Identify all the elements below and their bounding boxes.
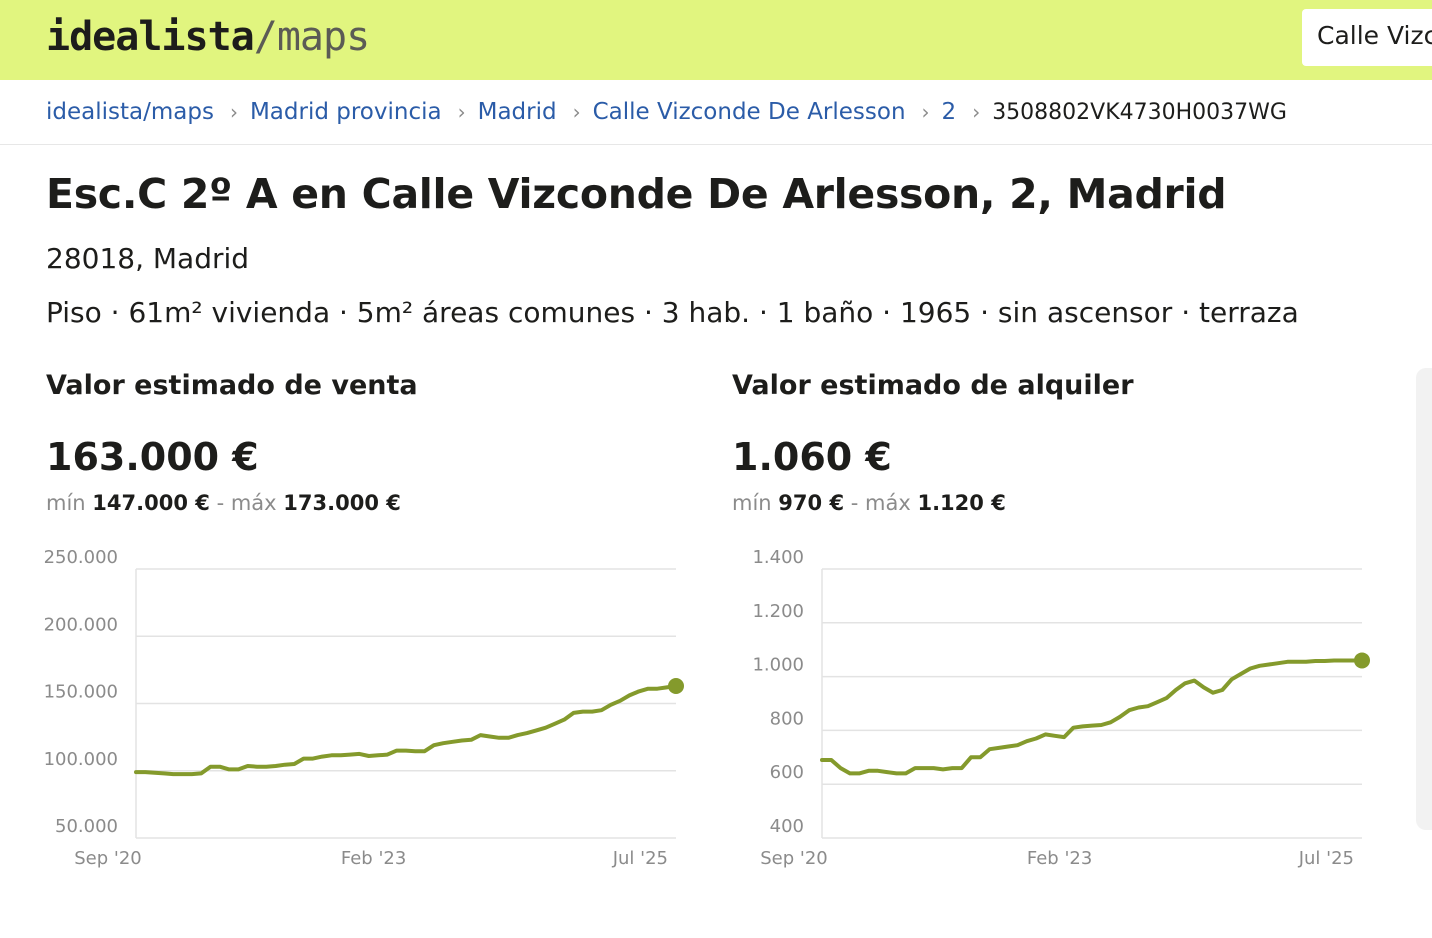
rent-estimate-value: 1.060 € [732, 435, 892, 479]
current-value-marker [668, 678, 684, 695]
breadcrumb-link-idealista-maps[interactable]: idealista/maps [46, 99, 214, 125]
side-panel-handle[interactable] [1416, 368, 1432, 830]
chevron-right-icon: › [921, 100, 930, 124]
sale-max-value: 173.000 € [283, 491, 401, 515]
x-tick-label: Feb '23 [1027, 848, 1092, 869]
rent-estimate-label: Valor estimado de alquiler [732, 370, 1134, 401]
min-label: mín [46, 491, 86, 515]
search-input[interactable]: Calle Vizc [1302, 9, 1432, 66]
sale-estimate-value: 163.000 € [46, 435, 259, 479]
sale-estimate-label: Valor estimado de venta [46, 370, 418, 401]
rent-estimate-range: mín 970 € - máx 1.120 € [732, 491, 1392, 515]
x-tick-label: Feb '23 [341, 848, 406, 869]
y-tick-label: 50.000 [55, 816, 118, 837]
x-tick-label: Sep '20 [74, 848, 142, 869]
chevron-right-icon: › [572, 100, 581, 124]
range-separator: - [216, 491, 225, 515]
rent-max-value: 1.120 € [917, 491, 1006, 515]
logo-suffix: maps [276, 14, 370, 60]
top-bar: idealista/maps Calle Vizc [0, 0, 1432, 80]
y-tick-label: 800 [770, 708, 804, 729]
x-tick-label: Sep '20 [760, 848, 828, 869]
range-separator: - [850, 491, 859, 515]
chevron-right-icon: › [457, 100, 466, 124]
breadcrumb-link-number[interactable]: 2 [941, 99, 957, 125]
y-tick-label: 1.400 [752, 547, 804, 568]
rent-estimate-panel: Valor estimado de alquiler 1.060 € mín 9… [732, 370, 1392, 515]
max-label: máx [865, 491, 911, 515]
current-value-marker [1354, 652, 1370, 669]
y-tick-label: 1.000 [752, 655, 804, 676]
y-tick-label: 600 [770, 762, 804, 783]
y-tick-label: 250.000 [44, 547, 118, 568]
sale-estimate-range: mín 147.000 € - máx 173.000 € [46, 491, 706, 515]
y-tick-label: 150.000 [44, 682, 118, 703]
chevron-right-icon: › [229, 100, 238, 124]
max-label: máx [230, 491, 277, 515]
breadcrumb-link-madrid[interactable]: Madrid [477, 99, 557, 125]
breadcrumb-link-street[interactable]: Calle Vizconde De Arlesson [592, 99, 906, 125]
series-line [820, 658, 1364, 776]
sale-estimate-panel: Valor estimado de venta 163.000 € mín 14… [46, 370, 706, 515]
search-input-value: Calle Vizc [1317, 21, 1432, 50]
chevron-right-icon: › [972, 100, 981, 124]
logo-slash: / [253, 14, 278, 60]
rent-min-value: 970 € [778, 491, 845, 515]
series-line [134, 684, 678, 777]
x-tick-label: Jul '25 [612, 848, 668, 869]
x-tick-label: Jul '25 [1298, 848, 1354, 869]
page-title: Esc.C 2º A en Calle Vizconde De Arlesson… [46, 170, 1227, 218]
y-tick-label: 1.200 [752, 601, 804, 622]
min-label: mín [732, 491, 772, 515]
breadcrumb-link-madrid-provincia[interactable]: Madrid provincia [249, 99, 442, 125]
sale-value-chart[interactable]: 50.000 100.000 150.000 200.000 250.000 Sep '2… [0, 540, 684, 880]
breadcrumb-current: 3508802VK4730H0037WG [992, 99, 1287, 125]
y-tick-label: 200.000 [44, 614, 118, 635]
property-features: Piso · 61m² vivienda · 5m² áreas comunes… [46, 296, 1299, 329]
y-tick-label: 100.000 [44, 749, 118, 770]
sale-min-value: 147.000 € [92, 491, 210, 515]
logo-main: idealista [46, 14, 255, 60]
property-postal-address: 28018, Madrid [46, 242, 250, 275]
rent-value-chart[interactable]: 400 600 800 1.000 1.200 1.400 Sep '20 Feb '23 Ju… [686, 540, 1370, 880]
breadcrumb: idealista/maps › Madrid provincia › Madr… [0, 80, 1432, 145]
y-tick-label: 400 [770, 816, 804, 837]
idealista-maps-logo[interactable]: idealista/maps [46, 14, 370, 60]
